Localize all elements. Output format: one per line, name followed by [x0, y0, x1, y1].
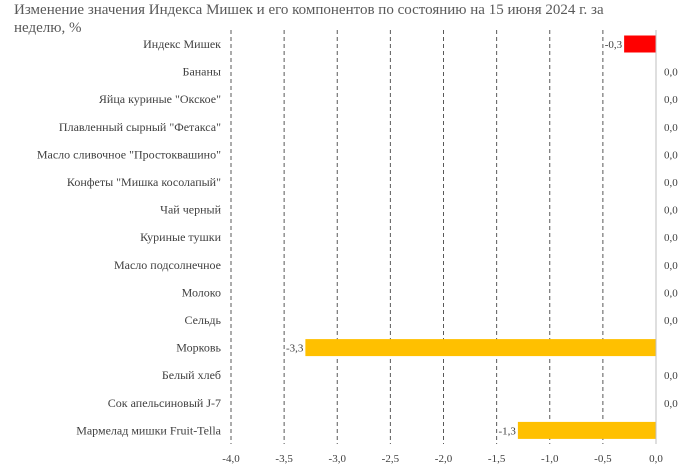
x-tick-label: -3,0: [329, 453, 347, 465]
category-label: Куриные тушки: [140, 230, 221, 244]
x-tick-label: -4,0: [222, 453, 240, 465]
data-label: -1,3: [498, 425, 516, 437]
x-tick-label: 0,0: [649, 453, 663, 465]
data-label: -0,3: [605, 39, 623, 51]
bar: [305, 339, 656, 357]
category-label: Яйца куриные "Окское": [99, 92, 221, 106]
category-label: Молоко: [182, 285, 221, 299]
category-label: Индекс Мишек: [143, 37, 221, 51]
data-label: 0,0: [664, 315, 678, 327]
category-label: Бананы: [183, 65, 221, 79]
data-label: 0,0: [664, 370, 678, 382]
data-label: 0,0: [664, 205, 678, 217]
x-tick-label: -3,5: [275, 453, 293, 465]
category-label: Сок апельсиновый J-7: [108, 396, 221, 410]
category-label: Масло подсолнечное: [114, 258, 221, 272]
category-label: Чай черный: [160, 203, 221, 217]
data-label: 0,0: [664, 398, 678, 410]
data-label: 0,0: [664, 122, 678, 134]
data-label: 0,0: [664, 232, 678, 244]
data-label: 0,0: [664, 94, 678, 106]
category-label: Конфеты "Мишка косолапый": [67, 175, 221, 189]
x-tick-label: -1,5: [488, 453, 506, 465]
category-label: Сельдь: [184, 313, 221, 327]
data-label: 0,0: [664, 67, 678, 79]
x-tick-label: -2,5: [382, 453, 400, 465]
data-label: 0,0: [664, 287, 678, 299]
data-label: 0,0: [664, 149, 678, 161]
bar: [517, 421, 656, 439]
category-label: Плавленный сырный "Фетакса": [59, 120, 221, 134]
x-tick-label: -2,0: [435, 453, 453, 465]
category-label: Масло сливочное "Простоквашино": [37, 147, 221, 161]
category-label: Мармелад мишки Fruit-Tella: [76, 423, 221, 437]
x-tick-label: -0,5: [594, 453, 612, 465]
bar: [624, 35, 656, 53]
category-label: Морковь: [176, 341, 221, 355]
category-label: Белый хлеб: [162, 368, 221, 382]
x-tick-label: -1,0: [541, 453, 559, 465]
data-label: 0,0: [664, 177, 678, 189]
data-label: 0,0: [664, 260, 678, 272]
chart-title: Изменение значения Индекса Мишек и его к…: [14, 2, 604, 36]
data-label: -3,3: [286, 343, 304, 355]
